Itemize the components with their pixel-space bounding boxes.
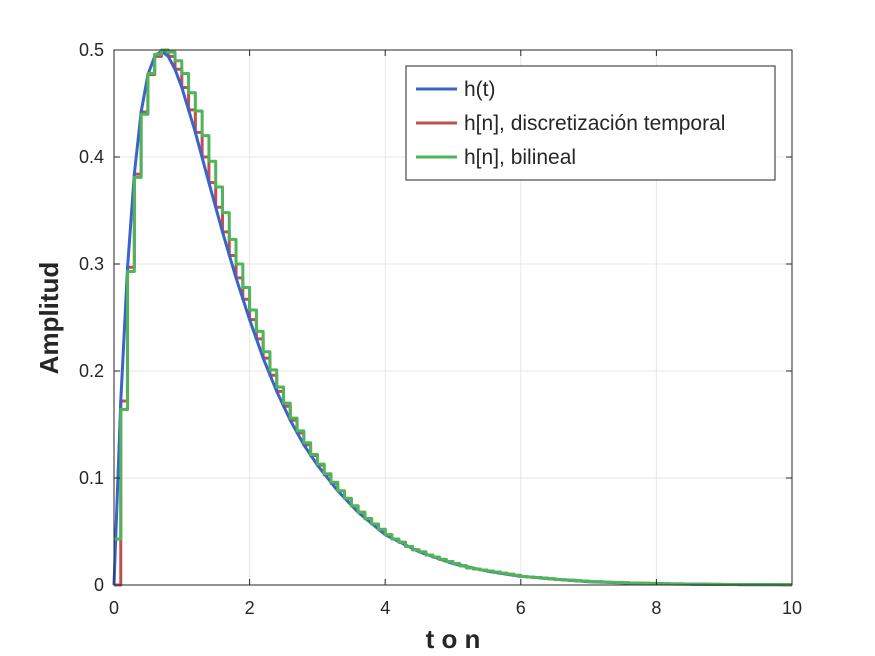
y-tick-label: 0.2: [79, 361, 104, 381]
x-tick-label: 0: [109, 598, 119, 618]
x-tick-label: 2: [245, 598, 255, 618]
legend: h(t) h[n], discretización temporal h[n],…: [405, 65, 776, 181]
x-tick-label: 4: [380, 598, 390, 618]
plot-frame: [113, 49, 793, 586]
y-tick-label: 0.4: [79, 147, 104, 167]
legend-box: [405, 65, 776, 181]
y-axis-label: Amplitud: [34, 262, 64, 375]
y-tick-label: 0.5: [79, 40, 104, 60]
ticks: [113, 49, 793, 586]
y-tick-label: 0.3: [79, 254, 104, 274]
legend-label-bilineal: h[n], bilineal: [464, 146, 576, 169]
x-axis-label: t o n: [426, 624, 481, 654]
legend-label-h-t: h(t): [464, 78, 496, 101]
x-tick-label: 8: [651, 598, 661, 618]
x-tick-label: 6: [516, 598, 526, 618]
tick-labels: 0 2 4 6 8 10 0 0.1 0.2 0.3 0.4 0.5: [79, 40, 802, 618]
legend-label-discretizacion: h[n], discretización temporal: [464, 112, 725, 135]
y-tick-label: 0.1: [79, 468, 104, 488]
x-tick-label: 10: [782, 598, 802, 618]
y-tick-label: 0: [94, 575, 104, 595]
